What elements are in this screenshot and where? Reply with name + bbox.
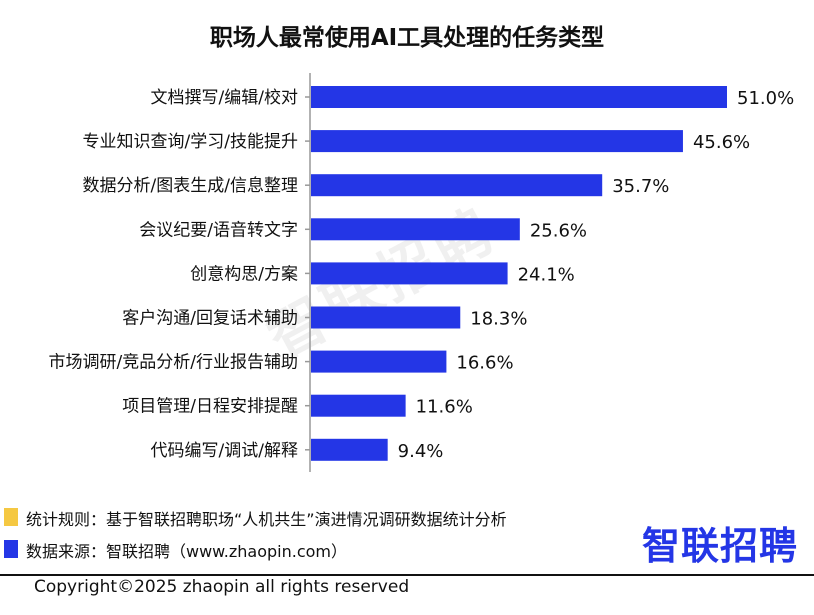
data-source-note: 数据来源：智联招聘（www.zhaopin.com） xyxy=(4,538,348,562)
value-label: 25.6% xyxy=(530,220,587,241)
bar xyxy=(311,130,683,153)
bar xyxy=(311,174,603,197)
category-label: 数据分析/图表生成/信息整理 xyxy=(83,176,298,196)
bar xyxy=(311,86,727,108)
copyright-text: Copyright©2025 zhaopin all rights reserv… xyxy=(34,577,410,597)
category-label: 专业知识查询/学习/技能提升 xyxy=(83,132,298,152)
value-label: 24.1% xyxy=(518,264,575,285)
bar xyxy=(311,306,461,329)
bar-chart: 文档撰写/编辑/校对专业知识查询/学习/技能提升数据分析/图表生成/信息整理会议… xyxy=(49,73,794,472)
value-label: 16.6% xyxy=(456,353,513,374)
value-label: 35.7% xyxy=(612,176,669,197)
category-label: 项目管理/日程安排提醒 xyxy=(122,397,298,417)
category-label: 市场调研/竞品分析/行业报告辅助 xyxy=(49,353,298,373)
chart-title: 职场人最常使用AI工具处理的任务类型 xyxy=(209,25,605,51)
footer-divider xyxy=(0,574,814,576)
statistics-rule-note: 统计规则：基于智联招聘职场“人机共生”演进情况调研数据统计分析 xyxy=(4,506,507,530)
value-label: 45.6% xyxy=(693,132,750,153)
statistics-rule-text: 统计规则：基于智联招聘职场“人机共生”演进情况调研数据统计分析 xyxy=(26,510,507,529)
category-label: 客户沟通/回复话术辅助 xyxy=(122,309,298,329)
category-label: 创意构思/方案 xyxy=(190,264,298,284)
value-label: 11.6% xyxy=(416,397,473,418)
value-label: 18.3% xyxy=(470,309,527,330)
source-marker xyxy=(4,540,18,558)
bar xyxy=(311,350,447,373)
bar xyxy=(311,394,406,417)
value-label: 9.4% xyxy=(398,441,444,462)
category-label: 文档撰写/编辑/校对 xyxy=(151,88,298,108)
category-label: 会议纪要/语音转文字 xyxy=(139,220,298,240)
data-source-text: 数据来源：智联招聘（www.zhaopin.com） xyxy=(26,542,348,561)
bar xyxy=(311,438,388,461)
category-label: 代码编写/调试/解释 xyxy=(151,441,298,461)
bar xyxy=(311,262,508,285)
rule-marker xyxy=(4,508,18,526)
zhaopin-logo: 智联招聘 xyxy=(642,524,799,568)
bar xyxy=(311,218,520,241)
value-label: 51.0% xyxy=(737,88,794,109)
